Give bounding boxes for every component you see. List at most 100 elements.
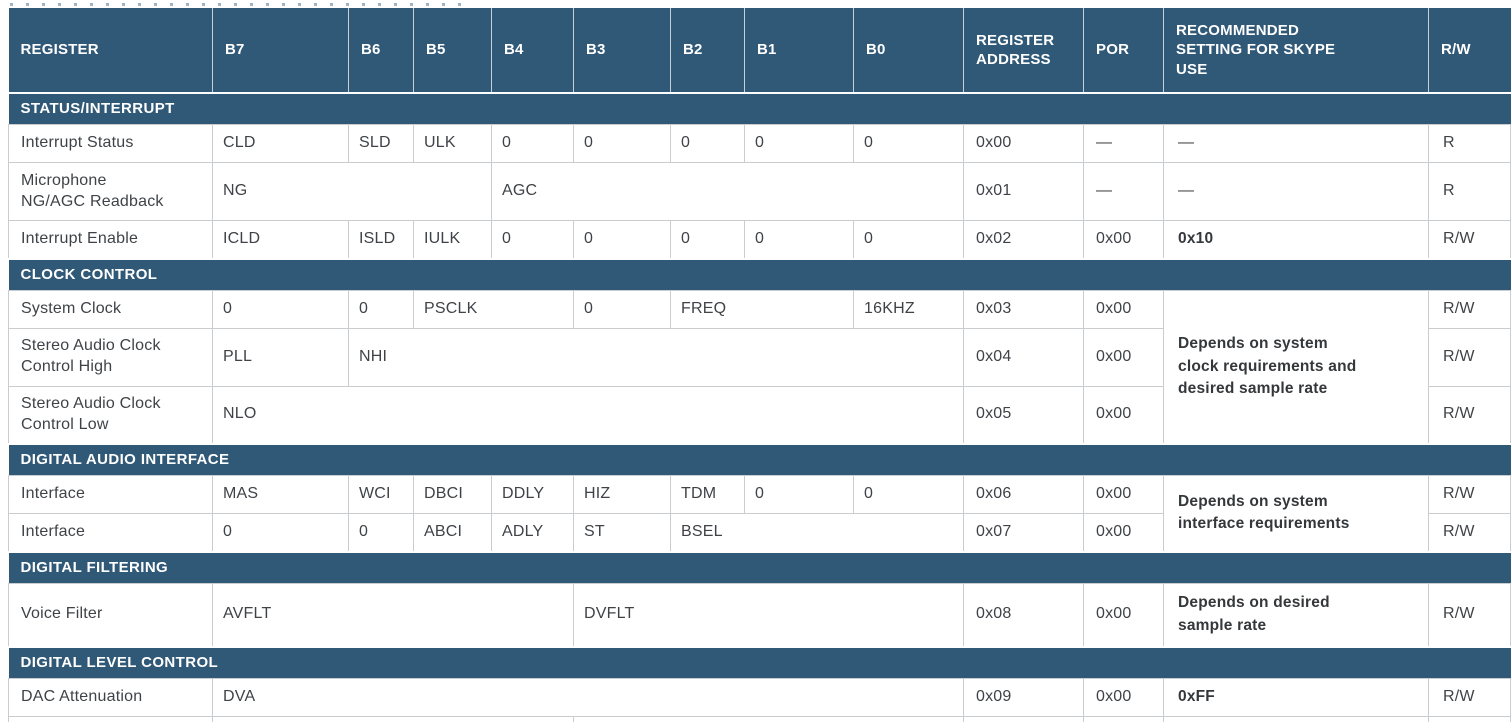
- recommended-setting-cell: Depends on system clock requirements and…: [1163, 289, 1429, 445]
- recommended-setting-cell: Depends on desired sample rate: [1163, 582, 1429, 648]
- bit-field-cell: 16KHZ: [853, 289, 964, 329]
- partial-row-cell: [1083, 716, 1164, 722]
- register-name-cell: Interrupt Status: [8, 124, 213, 163]
- section-row: DIGITAL LEVEL CONTROL: [8, 646, 1511, 679]
- column-header-b7: B7: [212, 8, 349, 94]
- section-header: CLOCK CONTROL: [8, 257, 1511, 290]
- table-row: Voice Filter AVFLT DVFLT 0x08 0x00 Depends on…: [8, 582, 1511, 648]
- partial-row-cell: [573, 716, 964, 722]
- bit-field-cell: 0: [573, 289, 671, 329]
- register-address-cell: 0x04: [963, 327, 1084, 387]
- table-row: Interrupt Enable ICLD ISLD IULK 0 0 0 0 0 0x02 0x0…: [8, 220, 1511, 259]
- recommended-setting-cell: Depends on system interface requirements: [1163, 475, 1429, 552]
- bit-field-cell: FREQ: [670, 289, 854, 329]
- partial-row-cell: [8, 716, 213, 722]
- rw-cell: R/W: [1428, 220, 1511, 259]
- register-map-table: REGISTER B7 B6 B5 B4 B3 B2 B1 B0 REGISTER ADDRESS…: [8, 8, 1511, 722]
- recommended-setting-cell: —: [1163, 162, 1429, 221]
- column-header-por: POR: [1083, 8, 1164, 94]
- register-address-cell: 0x05: [963, 385, 1084, 445]
- bit-field-cell: 0: [491, 124, 574, 163]
- table-header-row: REGISTER B7 B6 B5 B4 B3 B2 B1 B0 REGISTER ADDRESS…: [8, 8, 1511, 94]
- bit-field-cell: ISLD: [348, 220, 414, 259]
- bit-field-cell: ICLD: [212, 220, 349, 259]
- register-address-cell: 0x01: [963, 162, 1084, 221]
- bit-field-cell: 0: [853, 220, 964, 259]
- bit-field-cell: 0: [670, 220, 745, 259]
- column-header-register: REGISTER: [8, 8, 213, 94]
- bit-field-cell: ST: [573, 513, 671, 552]
- section-row: DIGITAL AUDIO INTERFACE: [8, 443, 1511, 476]
- bit-field-cell: ADLY: [491, 513, 574, 552]
- bit-field-cell: ULK: [413, 124, 492, 163]
- table-row: Interface 0 0 ABCI ADLY ST BSEL 0x07 0x00 R/W: [8, 513, 1511, 552]
- por-cell: —: [1083, 162, 1164, 221]
- table-row: Interrupt Status CLD SLD ULK 0 0 0 0 0 0x00— — R: [8, 124, 1511, 163]
- column-header-b3: B3: [573, 8, 671, 94]
- por-cell: 0x00: [1083, 220, 1164, 259]
- table-row: Interface MAS WCI DBCI DDLY HIZ TDM 0 0 0x06 0x00 D…: [8, 475, 1511, 552]
- bit-field-cell: 0: [744, 475, 854, 514]
- column-header-b4: B4: [491, 8, 574, 94]
- column-header-b5: B5: [413, 8, 492, 94]
- column-header-b0: B0: [853, 8, 964, 94]
- bit-field-cell: 0: [212, 513, 349, 552]
- rw-cell: R: [1428, 124, 1511, 163]
- section-header: DIGITAL AUDIO INTERFACE: [8, 443, 1511, 476]
- register-address-cell: 0x03: [963, 289, 1084, 329]
- rw-cell: R/W: [1428, 289, 1511, 329]
- partial-row-cell: [212, 716, 574, 722]
- register-name-cell: DAC Attenuation: [8, 678, 213, 717]
- bit-field-cell: MAS: [212, 475, 349, 514]
- partially-visible-row: [8, 716, 1511, 722]
- bit-field-cell: AVFLT: [212, 582, 574, 648]
- bit-field-cell: IULK: [413, 220, 492, 259]
- section-header: STATUS/INTERRUPT: [8, 92, 1511, 125]
- rw-cell: R/W: [1428, 475, 1511, 514]
- por-cell: 0x00: [1083, 385, 1164, 445]
- bit-field-cell: TDM: [670, 475, 745, 514]
- register-name-cell: Interface: [8, 475, 213, 514]
- bit-field-cell: WCI: [348, 475, 414, 514]
- bit-field-cell: 0: [744, 220, 854, 259]
- bit-field-cell: 0: [853, 475, 964, 514]
- column-header-register-address: REGISTER ADDRESS: [963, 8, 1084, 94]
- bit-field-cell: 0: [573, 220, 671, 259]
- bit-field-cell: ABCI: [413, 513, 492, 552]
- por-cell: —: [1083, 124, 1164, 163]
- por-cell: 0x00: [1083, 582, 1164, 648]
- por-cell: 0x00: [1083, 475, 1164, 514]
- bit-field-cell: NHI: [348, 327, 964, 387]
- table-row: System Clock 0 0 PSCLK 0 FREQ 16KHZ 0x03 0x00 Dep…: [8, 289, 1511, 445]
- clipped-text-line: [0, 0, 1512, 8]
- table-row: Stereo Audio Clock Control Low NLO 0x05 0x0…: [8, 385, 1511, 445]
- section-row: DIGITAL FILTERING: [8, 550, 1511, 583]
- register-name-cell: Microphone NG/AGC Readback: [8, 162, 213, 221]
- clipped-text-remnants: [10, 3, 468, 6]
- register-name-cell: Interface: [8, 513, 213, 552]
- bit-field-cell: 0: [853, 124, 964, 163]
- bit-field-cell: NG: [212, 162, 492, 221]
- rw-cell: R/W: [1428, 513, 1511, 552]
- partial-row-cell: [963, 716, 1084, 722]
- recommended-setting-cell: 0xFF: [1163, 678, 1429, 717]
- bit-field-cell: DVA: [212, 678, 964, 717]
- column-header-b2: B2: [670, 8, 745, 94]
- bit-field-cell: DBCI: [413, 475, 492, 514]
- recommended-setting-cell: —: [1163, 124, 1429, 163]
- bit-field-cell: 0: [670, 124, 745, 163]
- bit-field-cell: 0: [348, 513, 414, 552]
- por-cell: 0x00: [1083, 289, 1164, 329]
- column-header-recommended-setting: RECOMMENDED SETTING FOR SKYPE USE: [1163, 8, 1429, 94]
- bit-field-cell: PLL: [212, 327, 349, 387]
- rw-cell: R/W: [1428, 327, 1511, 387]
- section-row: CLOCK CONTROL: [8, 257, 1511, 290]
- register-address-cell: 0x07: [963, 513, 1084, 552]
- bit-field-cell: CLD: [212, 124, 349, 163]
- register-address-cell: 0x08: [963, 582, 1084, 648]
- register-name-cell: Stereo Audio Clock Control High: [8, 327, 213, 387]
- register-name-cell: Interrupt Enable: [8, 220, 213, 259]
- bit-field-cell: AGC: [491, 162, 964, 221]
- rw-cell: R/W: [1428, 678, 1511, 717]
- partial-row-cell: [1428, 716, 1511, 722]
